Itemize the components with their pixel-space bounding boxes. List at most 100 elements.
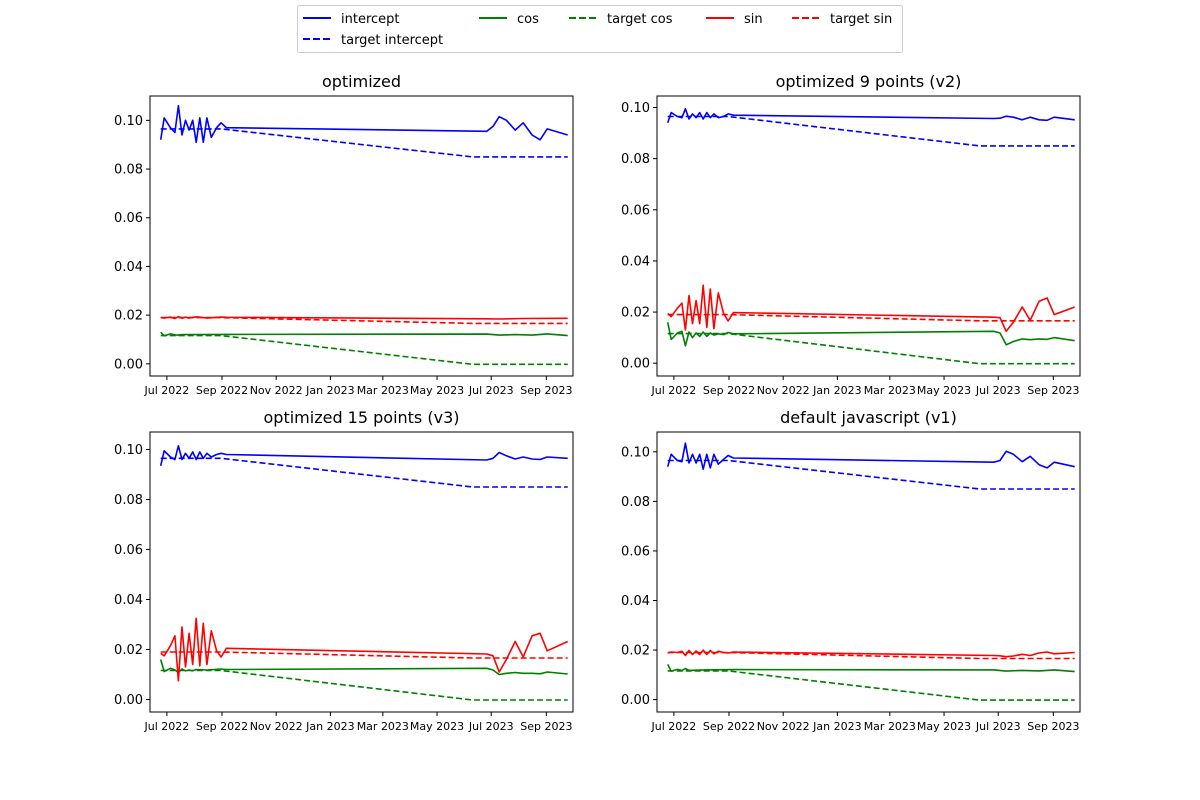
xtick-label: Nov 2022	[757, 720, 810, 733]
legend: intercept target intercept cos target co…	[297, 5, 903, 53]
subplot-optimized-9-points: optimized 9 points (v2) 0.00 0.02 0.04 0.06 0…	[621, 72, 1081, 397]
series-target-intercept	[160, 457, 568, 488]
ytick-label: 0.10	[621, 445, 650, 460]
series-group	[159, 444, 569, 701]
xtick-label: Sep 2023	[1027, 384, 1079, 397]
ytick-label: 0.04	[621, 594, 650, 609]
series-target-sin	[160, 651, 568, 659]
series-sin	[160, 617, 569, 682]
ytick-label: 0.10	[621, 101, 650, 116]
ytick-label: 0.10	[114, 114, 143, 129]
series-intercept	[666, 108, 1075, 124]
legend-frame	[297, 5, 903, 53]
xtick-label: Sep 2022	[703, 384, 755, 397]
ytick-label: 0.00	[621, 357, 650, 372]
xtick-label: Nov 2022	[757, 384, 810, 397]
legend-label-sin: sin	[744, 12, 763, 27]
xtick-label: Jul 2023	[468, 720, 514, 733]
legend-entry-sin: sin	[706, 12, 763, 27]
xtick-label: Jul 2023	[468, 384, 514, 397]
ytick-label: 0.04	[114, 593, 143, 608]
series-sin	[667, 649, 1075, 658]
xtick-label: Jan 2023	[812, 720, 861, 733]
series-target-cos	[667, 670, 1075, 701]
series-target-cos	[160, 334, 568, 366]
axes-frame	[149, 431, 574, 713]
series-cos	[666, 664, 1075, 673]
ytick-label: 0.06	[114, 211, 143, 226]
legend-entry-cos: cos	[479, 12, 539, 27]
ytick-label: 0.02	[621, 644, 650, 659]
series-target-sin	[667, 313, 1075, 322]
xtick-label: Mar 2023	[864, 720, 916, 733]
axes-frame	[149, 95, 574, 377]
xtick-label: May 2023	[917, 384, 971, 397]
xtick-label: Jul 2023	[975, 720, 1021, 733]
series-target-sin	[160, 316, 568, 325]
series-intercept	[666, 442, 1075, 471]
xtick-label: Jul 2022	[144, 384, 190, 397]
xtick-label: Sep 2023	[520, 384, 572, 397]
xtick-label: Mar 2023	[357, 720, 409, 733]
xtick-label: Jul 2023	[975, 384, 1021, 397]
ytick-label: 0.08	[621, 152, 650, 167]
series-target-cos	[160, 669, 568, 701]
ytick-label: 0.04	[114, 260, 143, 275]
xtick-label: Sep 2023	[1027, 720, 1079, 733]
series-cos	[160, 331, 568, 337]
xtick-label: Nov 2022	[250, 384, 303, 397]
xtick-label: Mar 2023	[864, 384, 916, 397]
ytick-label: 0.06	[114, 543, 143, 558]
legend-label-intercept: intercept	[341, 12, 400, 27]
ytick-label: 0.00	[114, 693, 143, 708]
ytick-label: 0.04	[621, 254, 650, 269]
legend-label-target-sin: target sin	[830, 12, 892, 27]
subplot-optimized-15-points: optimized 15 points (v3) 0.00 0.02 0.04 0.06…	[114, 408, 574, 733]
xtick-label: Mar 2023	[357, 384, 409, 397]
xtick-label: Sep 2022	[703, 720, 755, 733]
series-intercept	[159, 444, 568, 466]
ytick-label: 0.10	[114, 443, 143, 458]
subplot-title: optimized	[322, 72, 401, 91]
ytick-label: 0.00	[621, 693, 650, 708]
subplot-optimized: optimized 0.00 0.02 0.04 0.06 0.08 0.10 Jul 202…	[114, 72, 574, 397]
legend-entry-target-cos: target cos	[569, 12, 673, 27]
ytick-label: 0.02	[114, 643, 143, 658]
series-target-intercept	[667, 115, 1075, 147]
xtick-label: Jul 2022	[651, 720, 697, 733]
xtick-label: Jan 2023	[305, 384, 354, 397]
legend-label-target-intercept: target intercept	[341, 33, 443, 48]
ytick-label: 0.02	[114, 309, 143, 324]
legend-label-target-cos: target cos	[607, 12, 673, 27]
ytick-label: 0.00	[114, 357, 143, 372]
series-target-intercept	[667, 459, 1075, 490]
legend-label-cos: cos	[517, 12, 539, 27]
subplot-title: optimized 9 points (v2)	[776, 72, 962, 91]
axes-frame	[656, 431, 1081, 713]
subplot-title: default javascript (v1)	[780, 408, 957, 427]
legend-entry-target-sin: target sin	[792, 12, 892, 27]
series-target-sin	[667, 651, 1075, 660]
series-intercept	[159, 104, 568, 144]
xtick-label: Jul 2022	[144, 720, 190, 733]
ytick-label: 0.08	[114, 493, 143, 508]
xtick-label: Sep 2022	[196, 720, 248, 733]
xtick-label: Jan 2023	[305, 720, 354, 733]
series-group	[159, 104, 568, 366]
legend-entry-intercept: intercept	[303, 12, 400, 27]
series-group	[666, 108, 1075, 365]
ytick-label: 0.06	[621, 544, 650, 559]
ytick-label: 0.08	[114, 163, 143, 178]
xtick-label: Jul 2022	[651, 384, 697, 397]
ytick-label: 0.06	[621, 203, 650, 218]
series-target-cos	[667, 332, 1075, 365]
xtick-label: May 2023	[410, 720, 464, 733]
subplot-default-javascript: default javascript (v1) 0.00 0.02 0.04 0.06 0…	[621, 408, 1081, 733]
xtick-label: Sep 2022	[196, 384, 248, 397]
xtick-label: Nov 2022	[250, 720, 303, 733]
series-sin	[667, 284, 1075, 333]
ytick-label: 0.08	[621, 495, 650, 510]
xtick-label: May 2023	[917, 720, 971, 733]
